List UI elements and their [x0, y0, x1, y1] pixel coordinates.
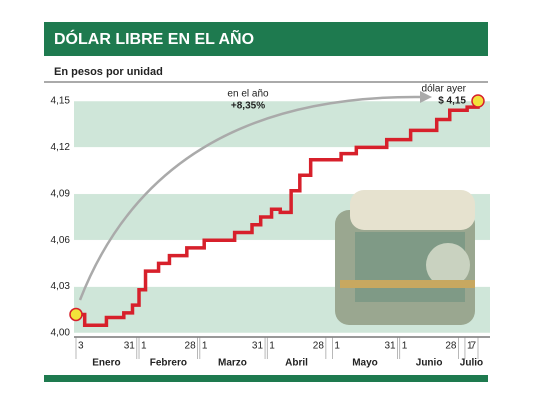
- title-bar: [44, 22, 488, 56]
- chart-title: DÓLAR LIBRE EN EL AÑO: [54, 28, 254, 48]
- plot: 4,00 4,03 4,06 4,09 4,12 4,15 3 31 1 28 1 31 1 28 1 31 1…: [51, 94, 490, 369]
- month-label: Junio: [416, 358, 443, 369]
- x-tick-label: 31: [124, 341, 136, 352]
- x-tick-label: 1: [269, 341, 275, 352]
- x-tick-label: 1: [334, 341, 340, 352]
- trend-arrow: [78, 95, 421, 301]
- arrow-head: [420, 91, 432, 103]
- month-label: Julio: [460, 358, 483, 369]
- footer-bar: [44, 375, 488, 382]
- x-tick-label: 28: [185, 341, 197, 352]
- subtitle: En pesos por unidad: [54, 66, 163, 78]
- month-label: Abril: [285, 358, 308, 369]
- annotation: $ 4,15: [438, 96, 466, 107]
- month-label: Enero: [92, 358, 120, 369]
- y-tick-label: 4,09: [51, 188, 71, 199]
- x-tick-label: 1: [141, 341, 147, 352]
- y-tick-label: 4,06: [51, 235, 71, 246]
- x-tick-label: 1: [467, 341, 473, 352]
- annotation: en el año: [227, 89, 269, 100]
- y-tick-label: 4,15: [51, 96, 71, 107]
- x-tick-label: 28: [445, 341, 457, 352]
- money-roll: [335, 190, 475, 325]
- x-tick-label: 31: [252, 341, 264, 352]
- y-tick-label: 4,03: [51, 281, 71, 292]
- month-label: Mayo: [352, 358, 378, 369]
- x-tick-label: 3: [78, 341, 84, 352]
- x-tick-label: 1: [402, 341, 408, 352]
- month-label: Febrero: [150, 358, 187, 369]
- x-tick-label: 28: [313, 341, 325, 352]
- y-tick-label: 4,00: [51, 328, 71, 339]
- end-marker: [471, 94, 485, 108]
- y-tick-label: 4,12: [51, 142, 71, 153]
- x-tick-label: 7: [470, 341, 476, 352]
- annotation: dólar ayer: [422, 84, 467, 95]
- end-marker: [69, 307, 83, 322]
- grid-band: [74, 101, 490, 148]
- annotation: +8,35%: [231, 101, 265, 112]
- line: [76, 101, 480, 328]
- x-tick-label: 1: [202, 341, 208, 352]
- month-label: Marzo: [218, 358, 247, 369]
- x-tick-label: 31: [384, 341, 396, 352]
